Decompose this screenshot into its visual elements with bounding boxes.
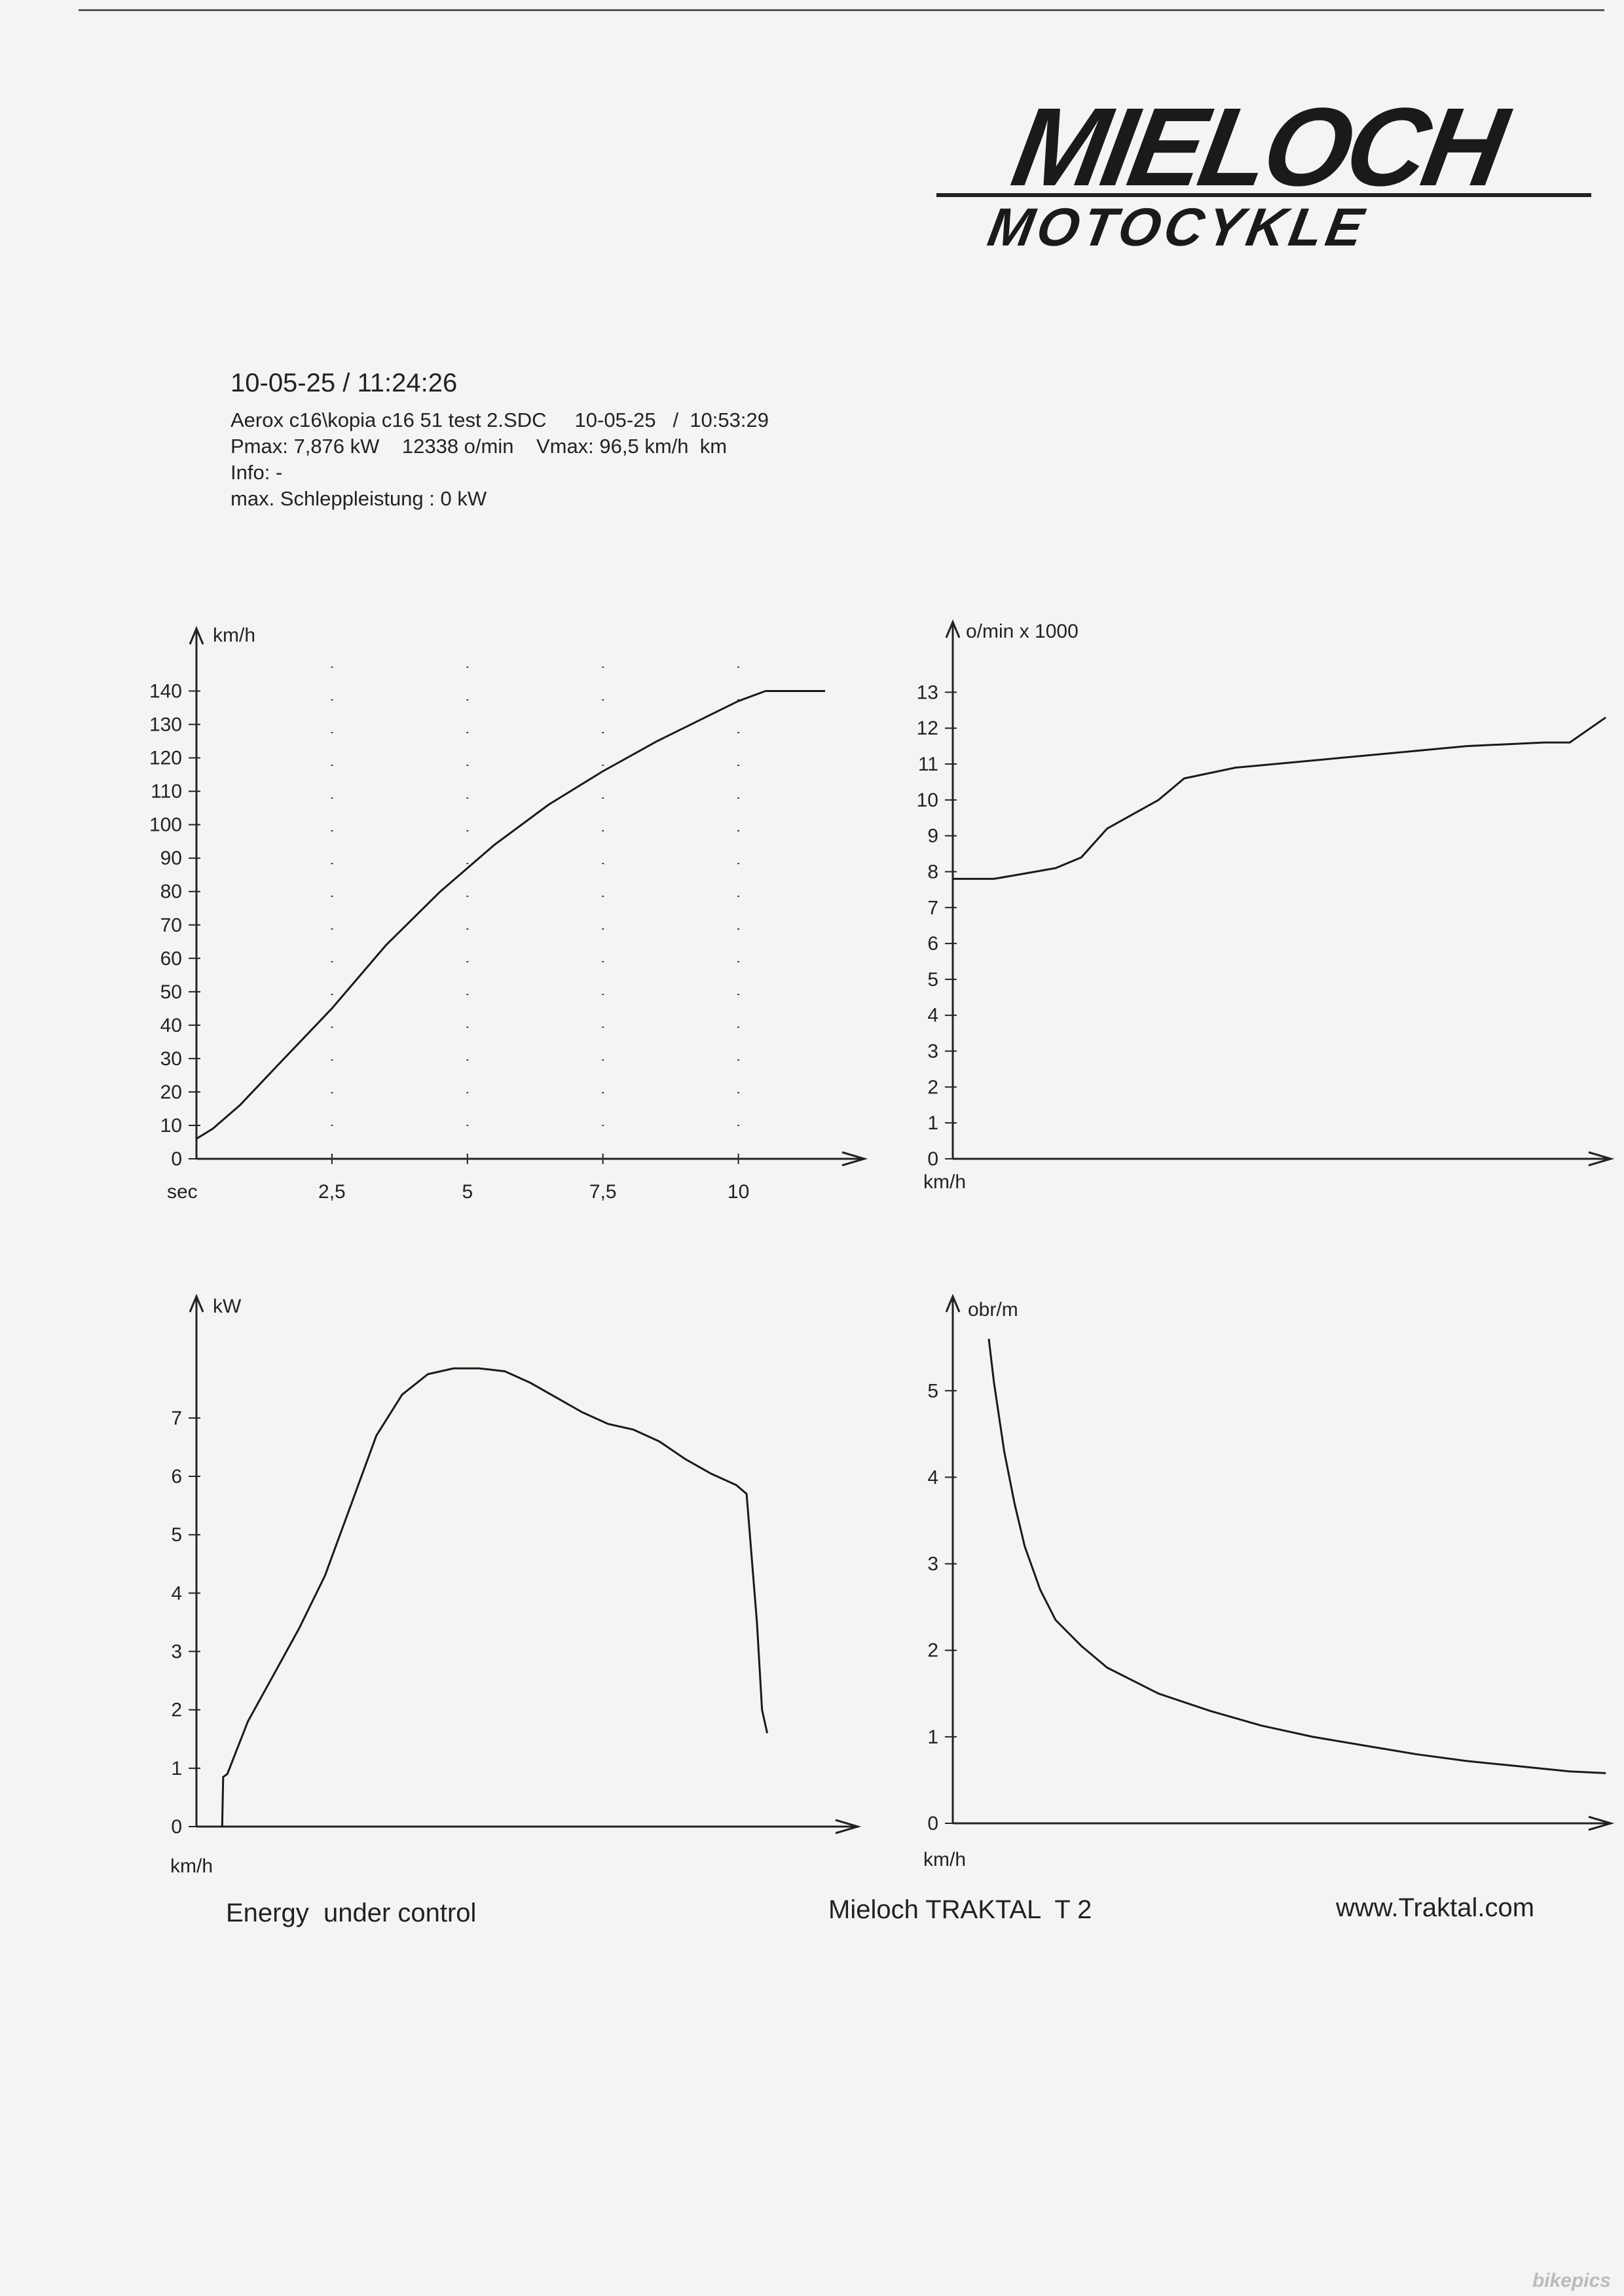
rpm-y-tick-label: 8	[927, 861, 938, 883]
power-series-line	[221, 1367, 769, 1827]
rpm-y-tick-label: 10	[917, 790, 938, 811]
speed-y-tick-label: 90	[160, 848, 182, 869]
ratio-y-tick-label: 0	[927, 1813, 938, 1834]
speed-y-tick-label: 40	[160, 1015, 182, 1036]
power-x-axis-arrow	[835, 1819, 862, 1834]
rpm-y-tick-label: 1	[927, 1112, 938, 1134]
schlepp-line: max. Schleppleistung : 0 kW	[231, 487, 487, 510]
rpm-series-line	[953, 716, 1607, 880]
info-line: Info: -	[231, 461, 283, 484]
speed-y-tick-label: 130	[149, 714, 182, 736]
ratio-series-line	[987, 1338, 1606, 1774]
speed-x-tick-label: 10	[728, 1181, 749, 1203]
power-y-tick-label: 7	[171, 1408, 182, 1429]
power-y-tick-label: 2	[171, 1700, 182, 1721]
power-y-tick-label: 1	[171, 1758, 182, 1779]
rpm-x-axis-label: km/h	[923, 1171, 966, 1193]
speed-y-tick-label: 30	[160, 1048, 182, 1070]
speed-y-tick-label: 20	[160, 1082, 182, 1103]
ratio-y-tick-label: 5	[927, 1380, 938, 1402]
power-x-axis-label: km/h	[170, 1855, 213, 1877]
ratio-chart: obr/m km/h 0 1 2 3 4 5	[923, 1294, 1615, 1870]
rpm-y-tick-label: 6	[927, 933, 938, 955]
ratio-x-axis-arrow	[1588, 1815, 1615, 1831]
speed-series-line	[196, 690, 825, 1140]
footer-slogan: Energy under control	[226, 1899, 477, 1927]
rpm-y-tick-label: 0	[927, 1148, 938, 1170]
logo-wordmark: MIELOCH	[1004, 85, 1512, 210]
test-header: 10-05-25 / 11:24:26 Aerox c16\kopia c16 …	[231, 367, 769, 512]
speed-y-tick-label: 50	[160, 981, 182, 1003]
speed-y-tick-label: 80	[160, 881, 182, 903]
footer-device: Mieloch TRAKTAL T 2	[828, 1895, 1092, 1924]
speed-y-tick-label: 100	[149, 814, 182, 836]
ratio-y-tick-label: 3	[927, 1554, 938, 1575]
test-datetime: 10-05-25 / 11:24:26	[231, 369, 458, 397]
speed-y-tick-label: 0	[171, 1148, 182, 1170]
file-line: Aerox c16\kopia c16 51 test 2.SDC 10-05-…	[231, 409, 769, 431]
mieloch-logo: MIELOCH MOTOCYKLE	[936, 85, 1604, 262]
ratio-y-tick-label: 4	[927, 1467, 938, 1488]
rpm-y-tick-label: 3	[927, 1041, 938, 1063]
power-chart: kW km/h 0 1 2 3 4 5 6 7	[170, 1294, 862, 1877]
ratio-y-axis-label: obr/m	[968, 1299, 1018, 1321]
rpm-y-tick-label: 11	[918, 754, 938, 775]
logo-underline	[936, 193, 1591, 197]
rpm-y-tick-label: 4	[927, 1005, 938, 1027]
speed-x-tick-label: 2,5	[318, 1181, 346, 1203]
power-y-tick-label: 0	[171, 1816, 182, 1838]
speed-x-axis-arrow	[841, 1151, 868, 1167]
speed-y-tick-label: 70	[160, 915, 182, 936]
power-y-tick-label: 4	[171, 1582, 182, 1604]
speed-y-tick-label: 60	[160, 948, 182, 970]
speed-y-tick-label: 10	[160, 1115, 182, 1137]
speed-y-axis-arrow	[189, 626, 204, 645]
speed-x-tick-label: 5	[462, 1181, 473, 1203]
power-y-tick-label: 5	[171, 1524, 182, 1546]
rpm-y-tick-label: 9	[927, 826, 938, 847]
speed-y-tick-label: 110	[151, 781, 182, 803]
power-y-tick-label: 6	[171, 1466, 182, 1487]
power-y-tick-label: 3	[171, 1641, 182, 1663]
rpm-y-axis-label: o/min x 1000	[966, 621, 1079, 642]
ratio-y-tick-label: 2	[927, 1640, 938, 1662]
ratio-y-tick-label: 1	[927, 1726, 938, 1748]
pmax-line: Pmax: 7,876 kW 12338 o/min Vmax: 96,5 km…	[231, 435, 728, 458]
footer-website-link[interactable]: www.Traktal.com	[1336, 1893, 1535, 1922]
ratio-y-axis-arrow	[945, 1294, 961, 1313]
speed-y-tick-label: 140	[149, 681, 182, 702]
rpm-y-tick-label: 5	[927, 969, 938, 991]
speed-y-tick-label: 120	[149, 748, 182, 769]
speed-x-axis-label: sec	[167, 1181, 198, 1203]
rpm-y-axis-arrow	[945, 619, 961, 638]
power-y-axis-label: kW	[213, 1296, 242, 1317]
speed-chart: km/h sec 0 10 20 30 40 50 60 70 80 90 100 110 120 130 14…	[149, 625, 868, 1203]
rpm-y-tick-label: 13	[917, 682, 938, 703]
logo-subtitle: MOTOCYKLE	[984, 198, 1372, 257]
watermark-text: bikepics	[1532, 2270, 1611, 2291]
rpm-y-tick-label: 7	[927, 897, 938, 919]
rpm-y-tick-label: 12	[917, 718, 938, 739]
top-rule	[79, 9, 1604, 11]
ratio-x-axis-label: km/h	[923, 1849, 966, 1870]
rpm-x-axis-arrow	[1588, 1151, 1615, 1167]
power-y-axis-arrow	[189, 1294, 204, 1313]
speed-x-tick-label: 7,5	[589, 1181, 617, 1203]
speed-y-axis-label: km/h	[213, 625, 255, 646]
rpm-y-tick-label: 2	[927, 1076, 938, 1098]
